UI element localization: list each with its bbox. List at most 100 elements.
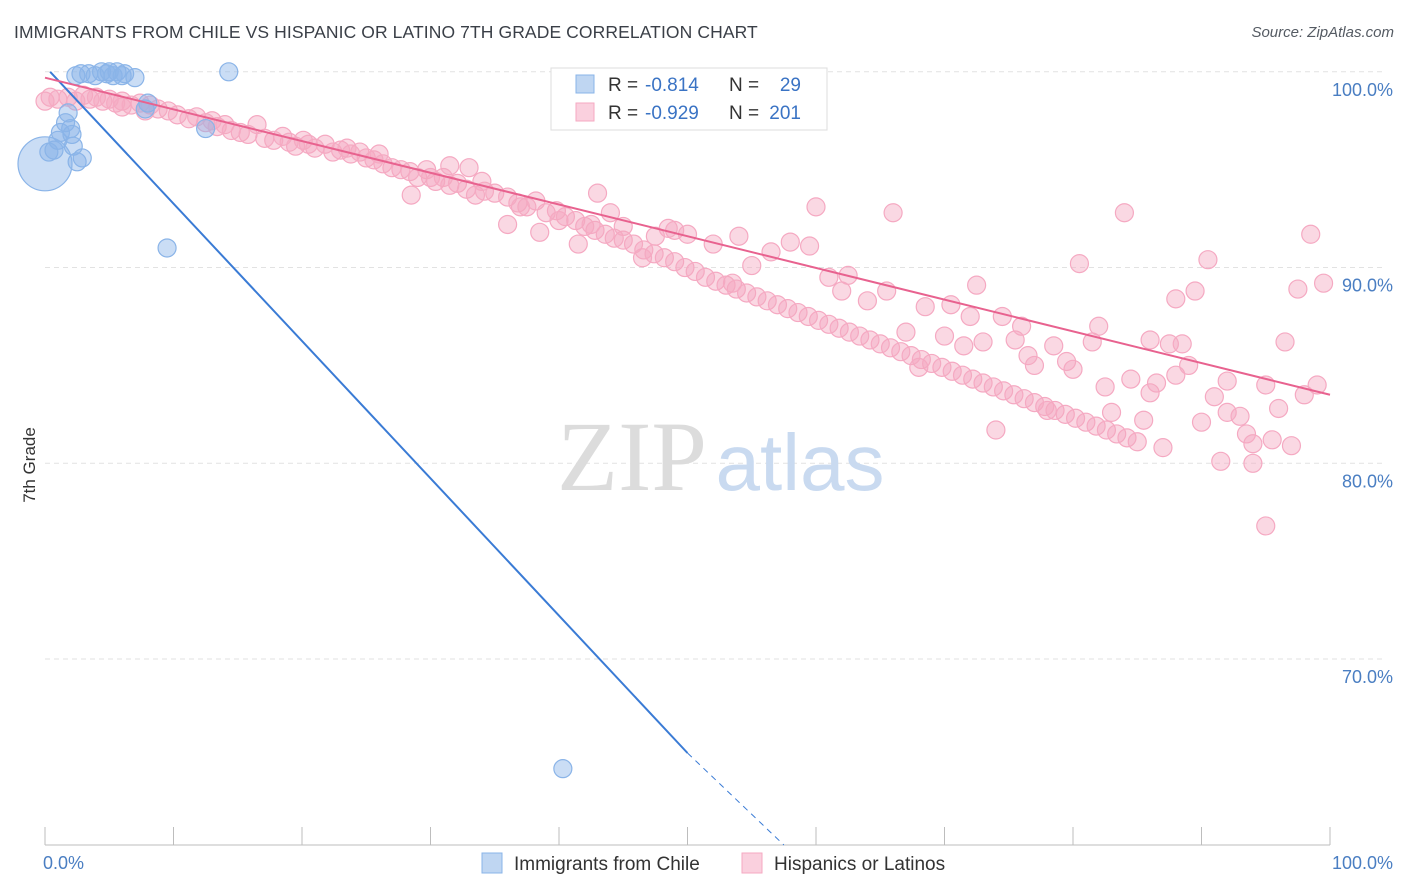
- hispanic-point: [1056, 351, 1077, 372]
- hispanic-point: [623, 234, 644, 254]
- hispanic-point: [695, 267, 716, 287]
- hispanic-point: [1004, 385, 1024, 405]
- hispanic-point: [568, 234, 588, 254]
- legend-label: Immigrants from Chile: [514, 854, 700, 875]
- hispanic-point: [1095, 377, 1115, 397]
- hispanic-point: [581, 214, 601, 235]
- chile-point: [125, 68, 145, 88]
- hispanic-point: [1217, 402, 1237, 422]
- chile-point: [157, 238, 177, 258]
- hispanic-point: [967, 275, 987, 295]
- y-axis-title: 7th Grade: [20, 427, 39, 503]
- trend-lines: [44, 71, 1331, 846]
- hispanic-point: [1281, 436, 1302, 456]
- hispanic-point: [613, 230, 633, 250]
- stats-swatch: [575, 102, 595, 122]
- data-points: [17, 62, 1334, 779]
- hispanic-point: [896, 322, 916, 342]
- hispanic-point: [634, 240, 654, 260]
- hispanic-point: [1185, 281, 1205, 301]
- stats-swatch: [575, 74, 595, 94]
- hispanic-point: [857, 291, 878, 311]
- y-tick-label: 100.0%: [1332, 80, 1393, 100]
- stats-n-label: N =: [729, 75, 759, 96]
- hispanic-point: [1140, 383, 1160, 403]
- hispanic-point: [459, 158, 479, 178]
- hispanic-point: [922, 353, 942, 374]
- hispanic-point: [510, 197, 531, 217]
- hispanic-point: [909, 357, 929, 377]
- hispanic-point: [780, 232, 800, 252]
- hispanic-point: [1127, 432, 1147, 452]
- hispanic-point: [1153, 438, 1173, 458]
- hispanic-point: [798, 306, 818, 327]
- hispanic-point: [941, 295, 961, 315]
- hispanic-point: [883, 203, 903, 223]
- hispanic-point: [832, 281, 852, 301]
- chile-point: [219, 62, 239, 82]
- hispanic-point: [1089, 316, 1109, 336]
- hispanic-point: [485, 183, 505, 203]
- hispanic-point: [1024, 355, 1045, 376]
- hispanic-point: [1037, 400, 1057, 421]
- hispanic-point: [600, 203, 621, 223]
- hispanic-trend-line: [44, 76, 1331, 396]
- hispanic-point: [632, 248, 653, 268]
- hispanic-point: [737, 283, 757, 303]
- hispanic-point: [549, 210, 569, 231]
- hispanic-point: [729, 226, 749, 246]
- hispanic-point: [1045, 400, 1065, 421]
- chile-trend-extension: [687, 752, 785, 846]
- hispanic-point: [973, 373, 993, 393]
- hispanic-point: [1063, 359, 1083, 379]
- hispanic-point: [1268, 398, 1289, 419]
- hispanic-point: [1069, 254, 1090, 274]
- hispanic-point: [819, 314, 839, 334]
- hispanic-point: [808, 310, 829, 330]
- chile-trend-line: [49, 71, 689, 754]
- x-tick-label: 0.0%: [43, 853, 84, 873]
- hispanic-point: [860, 330, 880, 350]
- hispanic-point: [1065, 408, 1086, 428]
- hispanic-point: [747, 287, 767, 307]
- hispanic-point: [942, 361, 962, 381]
- chile-point: [196, 118, 216, 139]
- hispanic-point: [1044, 336, 1064, 356]
- hispanic-point: [1018, 346, 1038, 366]
- hispanic-point: [1114, 203, 1135, 223]
- hispanic-point: [1121, 369, 1141, 389]
- hispanic-point: [1014, 389, 1034, 409]
- hispanic-point: [665, 220, 685, 240]
- hispanic-point: [1117, 428, 1137, 448]
- hispanic-point: [963, 369, 983, 389]
- hispanic-point: [742, 255, 762, 276]
- hispanic-point: [954, 336, 974, 356]
- hispanic-point: [1204, 387, 1224, 407]
- hispanic-point: [1140, 330, 1160, 350]
- hispanic-point: [901, 346, 921, 366]
- hispanic-point: [1076, 412, 1096, 432]
- chile-point: [72, 148, 92, 168]
- hispanic-point: [1086, 416, 1106, 436]
- hispanic-point: [530, 222, 550, 242]
- watermark-atlas: atlas: [716, 418, 885, 507]
- x-tick-label: 100.0%: [1332, 853, 1393, 873]
- hispanic-point: [440, 156, 460, 176]
- hispanic-point: [1011, 316, 1032, 336]
- y-tick-label: 70.0%: [1342, 667, 1393, 687]
- hispanic-point: [1301, 224, 1321, 244]
- hispanic-point: [1191, 412, 1212, 432]
- stats-r-value: -0.814: [645, 75, 699, 96]
- chart-source: Source: ZipAtlas.com: [1251, 24, 1394, 41]
- stats-r-value: -0.929: [645, 103, 699, 124]
- stats-box: R = -0.814 N = 29 R = -0.929 N = 201: [550, 67, 828, 131]
- chile-point: [58, 103, 78, 123]
- hispanic-point: [934, 326, 955, 346]
- hispanic-point: [880, 338, 901, 358]
- hispanic-point: [1101, 402, 1122, 422]
- hispanic-point: [66, 91, 86, 111]
- hispanic-point: [973, 332, 993, 352]
- hispanic-point: [685, 261, 705, 282]
- stats-n-label: N =: [729, 103, 759, 124]
- hispanic-point: [1096, 420, 1117, 440]
